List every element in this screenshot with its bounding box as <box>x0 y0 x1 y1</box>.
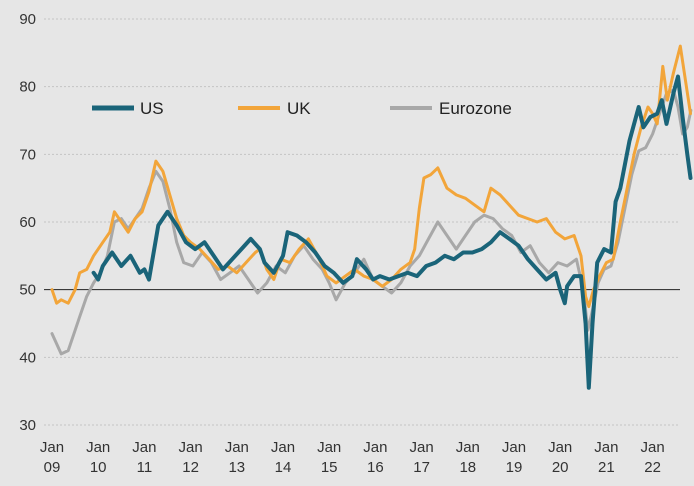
grid <box>44 18 680 426</box>
x-tick-label-year-19: 19 <box>506 459 523 476</box>
legend-item-eurozone: Eurozone <box>390 99 512 118</box>
x-tick-label-year-09: 09 <box>44 459 61 476</box>
x-tick-label-month-18: Jan <box>456 439 480 456</box>
x-tick-label-year-22: 22 <box>644 459 661 476</box>
x-tick-label-month-14: Jan <box>271 439 295 456</box>
series-lines <box>50 44 693 390</box>
legend-label-eurozone: Eurozone <box>439 99 512 118</box>
x-tick-label-month-22: Jan <box>641 439 665 456</box>
legend-item-uk: UK <box>238 99 311 118</box>
legend-label-uk: UK <box>287 99 311 118</box>
x-tick-label-month-20: Jan <box>548 439 572 456</box>
series-line-us <box>91 74 693 390</box>
x-tick-label-month-15: Jan <box>317 439 341 456</box>
x-tick-label-month-16: Jan <box>363 439 387 456</box>
x-tick-label-year-13: 13 <box>228 459 245 476</box>
y-tick-label-50: 50 <box>19 282 36 299</box>
series-line-uk <box>50 44 692 309</box>
x-tick-label-year-18: 18 <box>459 459 476 476</box>
x-tick-label-year-10: 10 <box>90 459 107 476</box>
y-tick-label-70: 70 <box>19 146 36 163</box>
x-tick-label-year-15: 15 <box>321 459 338 476</box>
x-tick-label-month-17: Jan <box>410 439 434 456</box>
x-tick-label-year-11: 11 <box>137 459 153 476</box>
x-tick-label-month-13: Jan <box>225 439 249 456</box>
x-tick-label-month-19: Jan <box>502 439 526 456</box>
legend-label-us: US <box>140 99 164 118</box>
x-tick-label-year-12: 12 <box>182 459 199 476</box>
y-tick-label-60: 60 <box>19 214 36 231</box>
x-tick-label-year-17: 17 <box>413 459 430 476</box>
x-tick-label-year-16: 16 <box>367 459 384 476</box>
y-tick-label-40: 40 <box>19 349 36 366</box>
x-tick-label-month-09: Jan <box>40 439 64 456</box>
y-tick-label-30: 30 <box>19 417 36 434</box>
x-tick-label-year-20: 20 <box>552 459 569 476</box>
y-tick-label-80: 80 <box>19 79 36 96</box>
x-tick-label-month-10: Jan <box>86 439 110 456</box>
x-tick-label-month-12: Jan <box>179 439 203 456</box>
legend-item-us: US <box>92 99 164 118</box>
x-tick-label-year-14: 14 <box>275 459 292 476</box>
legend: US UK Eurozone <box>92 99 512 118</box>
y-tick-label-90: 90 <box>19 11 36 28</box>
x-tick-label-month-11: Jan <box>132 439 156 456</box>
x-tick-label-month-21: Jan <box>594 439 618 456</box>
y-axis: 30 40 50 60 70 80 90 <box>19 11 36 434</box>
x-tick-label-year-21: 21 <box>598 459 615 476</box>
x-axis: Jan 09 Jan 10 Jan 11 Jan 12 Jan 13 Jan 14 Jan 15 Jan 16… <box>40 439 665 476</box>
